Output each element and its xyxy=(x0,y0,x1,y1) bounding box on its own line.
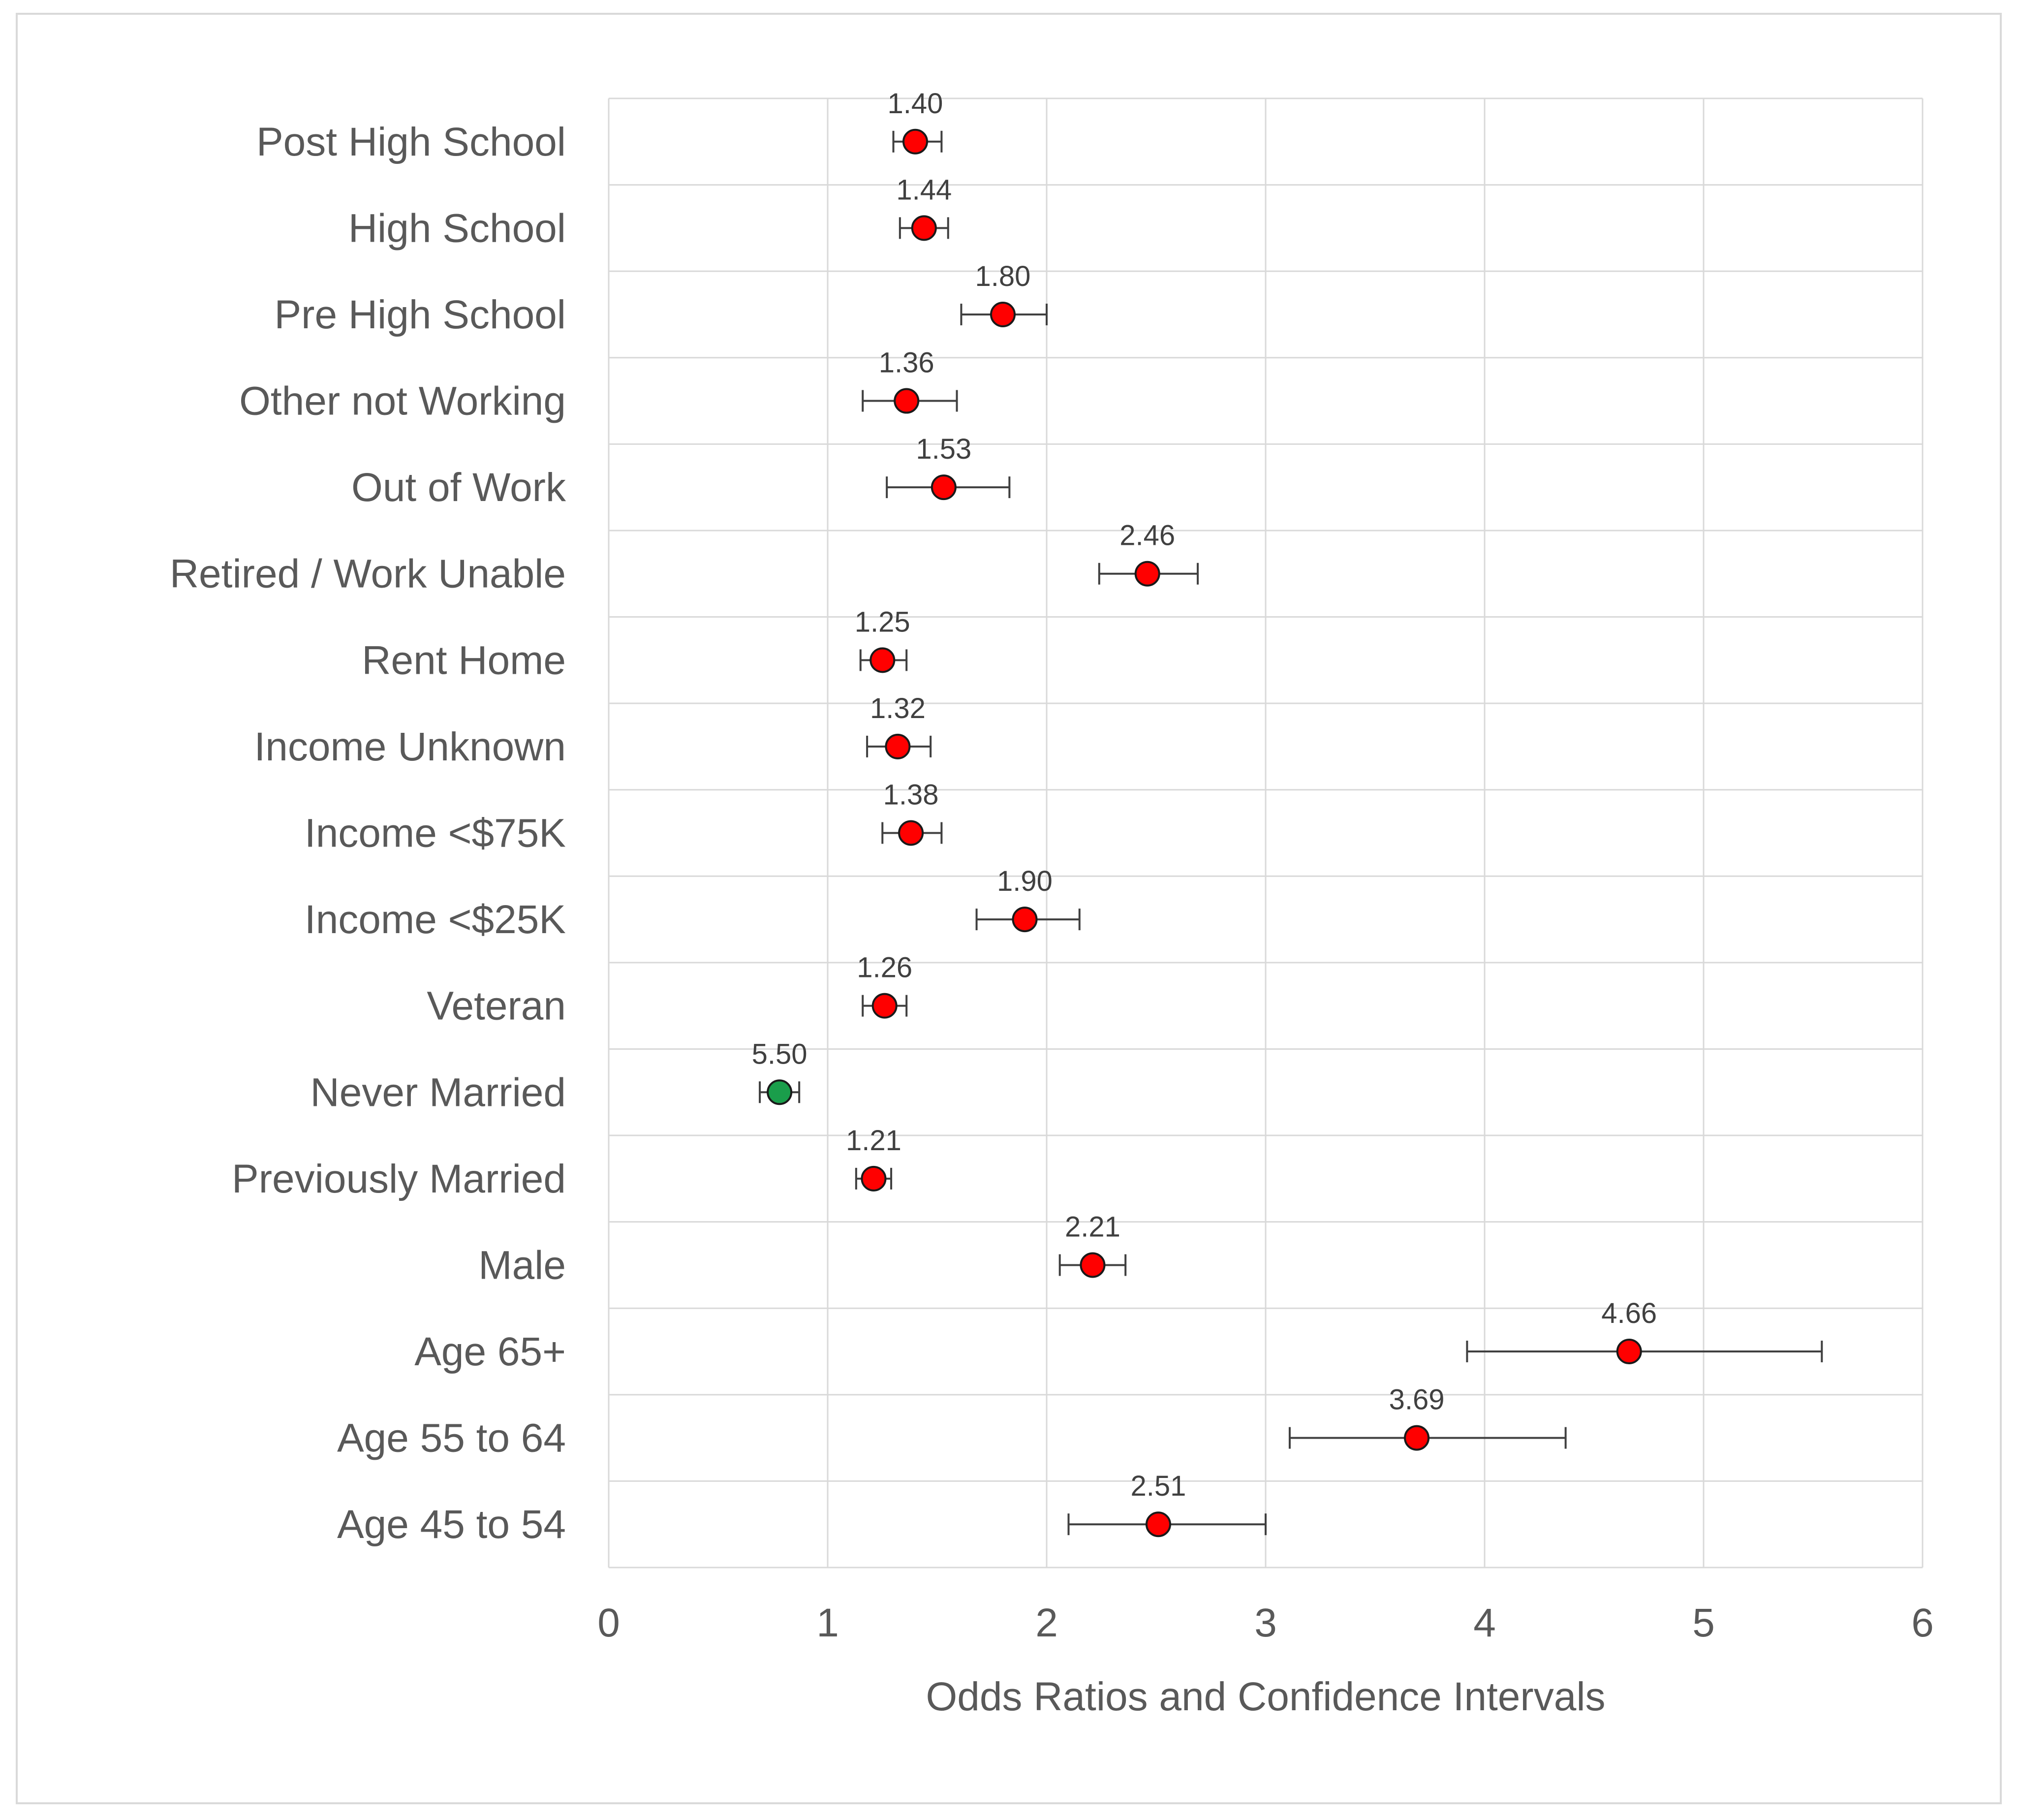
category-label: Pre High School xyxy=(274,292,566,337)
category-label: Income <$25K xyxy=(305,897,566,942)
data-label: 4.66 xyxy=(1601,1297,1657,1329)
odds-ratio-point xyxy=(1616,1339,1642,1365)
data-label: 1.38 xyxy=(883,779,939,811)
odds-ratio-point xyxy=(1134,561,1160,587)
data-label: 1.44 xyxy=(896,174,952,206)
data-label: 2.21 xyxy=(1065,1211,1120,1243)
data-label: 1.21 xyxy=(846,1125,901,1157)
data-label: 2.46 xyxy=(1119,520,1175,552)
data-label: 2.51 xyxy=(1131,1470,1186,1502)
data-label: 5.50 xyxy=(752,1038,808,1070)
category-label: Age 65+ xyxy=(414,1329,566,1374)
category-label: Age 45 to 54 xyxy=(337,1502,566,1547)
odds-ratio-point xyxy=(870,647,896,673)
x-axis-ticks: 0 1 2 3 4 5 6 xyxy=(597,1600,1934,1645)
category-label: Out of Work xyxy=(351,465,566,510)
odds-ratio-point xyxy=(990,301,1016,327)
category-label: Income <$75K xyxy=(305,811,566,856)
category-label: Rent Home xyxy=(362,638,566,683)
odds-ratio-point xyxy=(885,733,911,759)
data-label: 1.40 xyxy=(888,88,943,120)
x-tick-label: 4 xyxy=(1473,1600,1496,1645)
x-tick-label: 5 xyxy=(1692,1600,1715,1645)
odds-ratio-point xyxy=(871,993,898,1019)
category-label: Post High School xyxy=(256,120,566,164)
x-tick-label: 1 xyxy=(816,1600,839,1645)
odds-ratio-point xyxy=(911,215,937,241)
data-label: 1.26 xyxy=(857,952,912,984)
odds-ratio-point xyxy=(902,128,928,155)
odds-ratio-point xyxy=(1080,1252,1106,1278)
odds-ratio-point xyxy=(894,388,920,414)
data-label: 3.69 xyxy=(1389,1384,1445,1416)
category-label: Age 55 to 64 xyxy=(337,1416,566,1461)
category-label: Other not Working xyxy=(239,379,566,424)
category-label: Previously Married xyxy=(232,1157,566,1201)
data-labels: 1.40 1.44 1.80 1.36 1.53 2.46 1.25 1.32 1.38 1.90… xyxy=(752,88,1657,1502)
x-tick-label: 2 xyxy=(1035,1600,1058,1645)
category-label: Income Unknown xyxy=(254,724,566,769)
odds-ratio-point xyxy=(931,474,957,501)
x-tick-label: 3 xyxy=(1254,1600,1277,1645)
odds-ratio-point xyxy=(1145,1511,1171,1538)
x-tick-label: 6 xyxy=(1911,1600,1934,1645)
category-label: Retired / Work Unable xyxy=(170,552,566,596)
data-label: 1.36 xyxy=(879,347,934,379)
data-label: 1.90 xyxy=(997,865,1053,897)
odds-ratio-point xyxy=(1404,1425,1430,1451)
x-tick-label: 0 xyxy=(597,1600,620,1645)
category-labels: Post High School High School Pre High Scho… xyxy=(170,120,566,1547)
category-label: Veteran xyxy=(427,984,566,1029)
data-label: 1.53 xyxy=(916,433,971,465)
odds-ratio-point xyxy=(1012,907,1038,933)
category-label: High School xyxy=(348,206,566,251)
odds-ratio-points xyxy=(767,128,1642,1538)
data-label: 1.25 xyxy=(855,606,910,638)
data-label: 1.80 xyxy=(975,260,1031,292)
gridlines xyxy=(608,97,1924,1569)
odds-ratio-point xyxy=(898,820,924,846)
data-label: 1.32 xyxy=(870,692,926,724)
odds-ratio-point xyxy=(861,1165,887,1192)
odds-ratio-point xyxy=(767,1079,793,1105)
category-label: Never Married xyxy=(311,1070,566,1115)
x-axis-title: Odds Ratios and Confidence Intervals xyxy=(926,1674,1605,1719)
category-label: Male xyxy=(478,1243,566,1287)
